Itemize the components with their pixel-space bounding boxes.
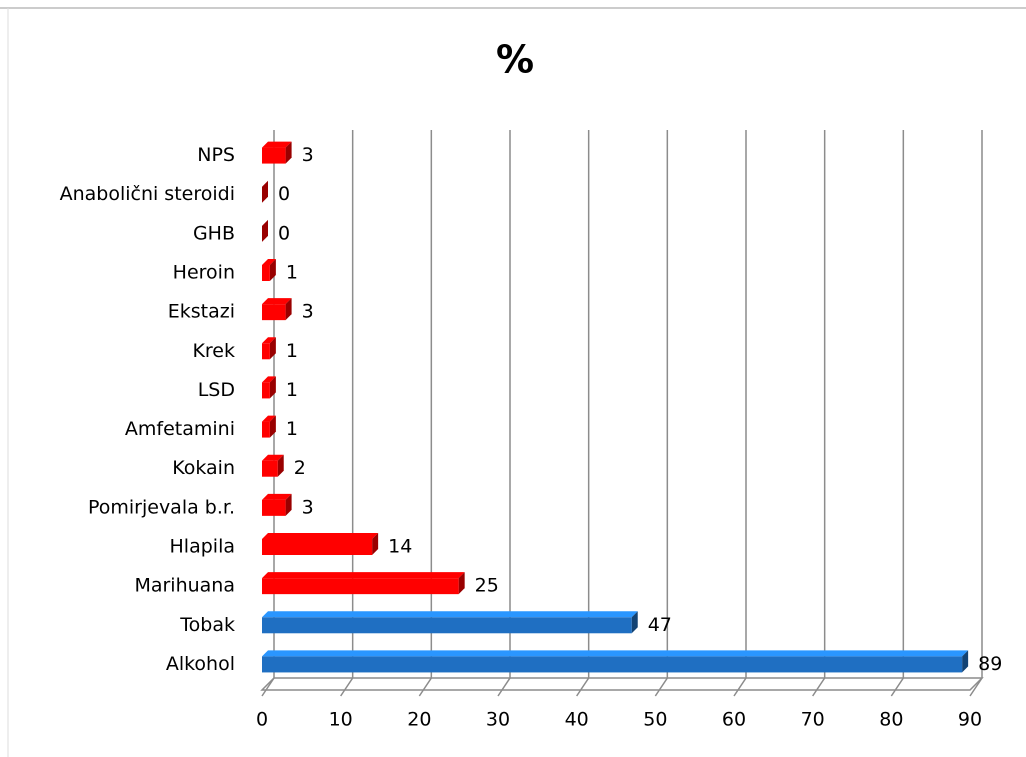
data-label: 3 <box>302 144 314 166</box>
y-tick-label: LSD <box>198 379 235 401</box>
bar <box>262 539 373 555</box>
y-tick-label: Heroin <box>173 262 235 284</box>
bar <box>262 421 270 438</box>
bar-side <box>285 141 292 164</box>
bar-top <box>262 493 292 500</box>
floor <box>260 677 984 691</box>
grid-line <box>733 130 747 697</box>
bar-side <box>269 337 276 360</box>
grid-line <box>654 130 669 697</box>
data-label: 1 <box>286 379 298 401</box>
data-label: 89 <box>978 653 1002 675</box>
x-tick-label: 20 <box>407 709 431 731</box>
bar <box>262 578 459 595</box>
bar-top <box>262 415 276 422</box>
x-tick-label: 40 <box>565 709 589 731</box>
bar-top <box>262 611 638 618</box>
bar-side <box>285 298 292 321</box>
y-tick-label: Tobak <box>179 614 235 636</box>
y-tick-label: Amfetamini <box>125 418 235 440</box>
bar <box>262 343 270 360</box>
y-tick-label: Hlapila <box>170 536 235 558</box>
y-tick-label: Anabolični steroidi <box>60 183 235 205</box>
bar <box>262 147 286 164</box>
bar-top <box>262 572 465 579</box>
bar <box>262 617 632 634</box>
y-tick-label: Ekstazi <box>168 301 235 323</box>
data-label: 3 <box>302 496 314 518</box>
bar <box>262 382 270 399</box>
x-tick-label: 50 <box>643 709 667 731</box>
bar-side <box>277 454 284 477</box>
y-tick-label: Krek <box>192 340 235 362</box>
y-tick-label: Marihuana <box>134 575 235 597</box>
x-tick-label: 0 <box>256 709 268 731</box>
data-label: 2 <box>294 457 306 479</box>
x-tick-label: 60 <box>722 709 746 731</box>
chart-title: % <box>496 38 534 82</box>
bar-side <box>262 180 268 203</box>
bar-top <box>262 337 276 344</box>
data-label: 47 <box>648 614 672 636</box>
x-tick-label: 90 <box>958 709 982 731</box>
grid-line <box>497 130 511 697</box>
bar-side <box>962 650 969 673</box>
bar-top <box>262 259 276 265</box>
x-tick-label: 10 <box>329 709 353 731</box>
y-tick-label: Kokain <box>172 457 235 479</box>
bar <box>262 499 286 516</box>
bar <box>262 656 963 673</box>
y-tick-label: NPS <box>197 144 235 166</box>
data-label: 3 <box>302 301 314 323</box>
bar-side <box>269 376 276 399</box>
grid-line <box>261 130 275 697</box>
y-tick-label: Alkohol <box>166 653 235 675</box>
grid-line <box>340 130 354 697</box>
data-label: 1 <box>286 340 298 362</box>
grid-line <box>969 130 983 697</box>
bar-top <box>262 141 292 148</box>
y-tick-label: GHB <box>193 222 235 244</box>
bar-top <box>262 376 276 383</box>
bar-side <box>262 219 268 242</box>
bar-side <box>458 572 465 595</box>
bar-top <box>262 454 284 461</box>
bar <box>262 460 278 477</box>
grid-line <box>890 130 905 697</box>
data-label: 0 <box>278 222 290 244</box>
bar-side <box>269 259 276 281</box>
bar-top <box>262 298 292 305</box>
y-tick-label: Pomirjevala b.r. <box>88 496 235 518</box>
bar-side <box>631 611 638 634</box>
grid-line <box>576 130 590 697</box>
bar <box>262 304 286 321</box>
bar-side <box>269 415 276 438</box>
data-label: 0 <box>278 183 290 205</box>
data-label: 25 <box>475 575 499 597</box>
grid-line <box>812 130 826 697</box>
bar <box>262 265 270 281</box>
data-label: 1 <box>286 418 298 440</box>
x-tick-label: 70 <box>801 709 825 731</box>
x-tick-label: 80 <box>879 709 903 731</box>
x-tick-label: 30 <box>486 709 510 731</box>
grid-line <box>418 130 433 697</box>
bar-top <box>262 650 969 657</box>
data-label: 14 <box>388 536 412 558</box>
bar-top <box>262 533 379 539</box>
bar-side <box>285 493 292 516</box>
bar-side <box>372 533 379 555</box>
data-label: 1 <box>286 262 298 284</box>
